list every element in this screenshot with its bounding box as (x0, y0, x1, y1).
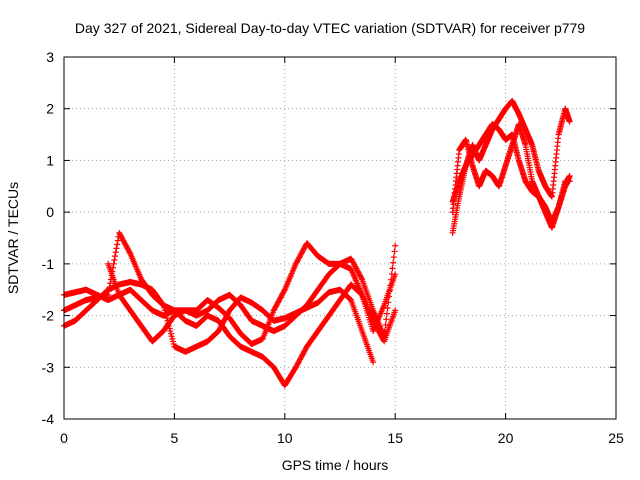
y-tick-label: -3 (42, 359, 55, 375)
data-point (110, 260, 117, 267)
data-point (389, 265, 396, 272)
data-point (112, 253, 119, 260)
y-tick-label: 1 (46, 152, 54, 168)
data-point (106, 284, 113, 291)
data-point (566, 178, 573, 185)
data-point (383, 316, 390, 323)
x-tick-label: 5 (171, 430, 179, 446)
data-point (390, 254, 397, 261)
data-point (566, 172, 573, 179)
data-point (388, 271, 395, 278)
data-point (384, 304, 391, 311)
data-point (385, 293, 392, 300)
data-point (281, 288, 288, 295)
y-tick-label: -2 (42, 308, 55, 324)
data-point (392, 307, 399, 314)
data-point (126, 249, 133, 256)
y-tick-label: -4 (42, 411, 55, 427)
y-tick-label: -1 (42, 256, 55, 272)
data-point (113, 245, 120, 252)
series-track-e (449, 97, 573, 236)
data-point (114, 237, 121, 244)
data-point (392, 242, 399, 249)
y-tick-labels: -4 -3 -2 -1 0 1 2 3 (42, 49, 55, 427)
axis-ticks (63, 56, 617, 420)
data-point (112, 249, 119, 256)
data-point (383, 310, 390, 317)
data-point (370, 359, 377, 366)
data-point (105, 291, 112, 298)
data-point (382, 321, 389, 328)
data-point (391, 248, 398, 255)
data-point (158, 300, 165, 307)
x-tick-label: 25 (608, 430, 624, 446)
chart-title: Day 327 of 2021, Sidereal Day-to-day VTE… (75, 20, 585, 36)
gridlines (64, 57, 616, 419)
data-point (381, 333, 388, 340)
x-tick-labels: 0 5 10 15 20 25 (60, 430, 624, 446)
data-point (386, 288, 393, 295)
data-point (111, 256, 118, 263)
x-tick-label: 0 (60, 430, 68, 446)
x-tick-label: 20 (498, 430, 514, 446)
x-axis-label: GPS time / hours (282, 457, 389, 473)
data-point (566, 118, 573, 125)
data-point (114, 241, 121, 248)
x-tick-label: 10 (277, 430, 293, 446)
data-point (159, 301, 166, 308)
x-tick-label: 15 (387, 430, 403, 446)
data-point (385, 299, 392, 306)
series-track-d (105, 240, 399, 348)
data-point (105, 288, 112, 295)
data-points (61, 97, 573, 389)
data-point (388, 276, 395, 283)
series-track-g (449, 121, 573, 226)
y-axis-label: SDTVAR / TECUs (5, 182, 21, 294)
y-tick-label: 0 (46, 204, 54, 220)
data-point (387, 282, 394, 289)
series-track-a (61, 260, 399, 335)
y-tick-label: 3 (46, 49, 54, 65)
data-point (346, 295, 353, 302)
y-tick-label: 2 (46, 101, 54, 117)
plot-frame (63, 56, 617, 420)
data-point (358, 275, 365, 282)
data-point (381, 327, 388, 334)
data-point (390, 259, 397, 266)
